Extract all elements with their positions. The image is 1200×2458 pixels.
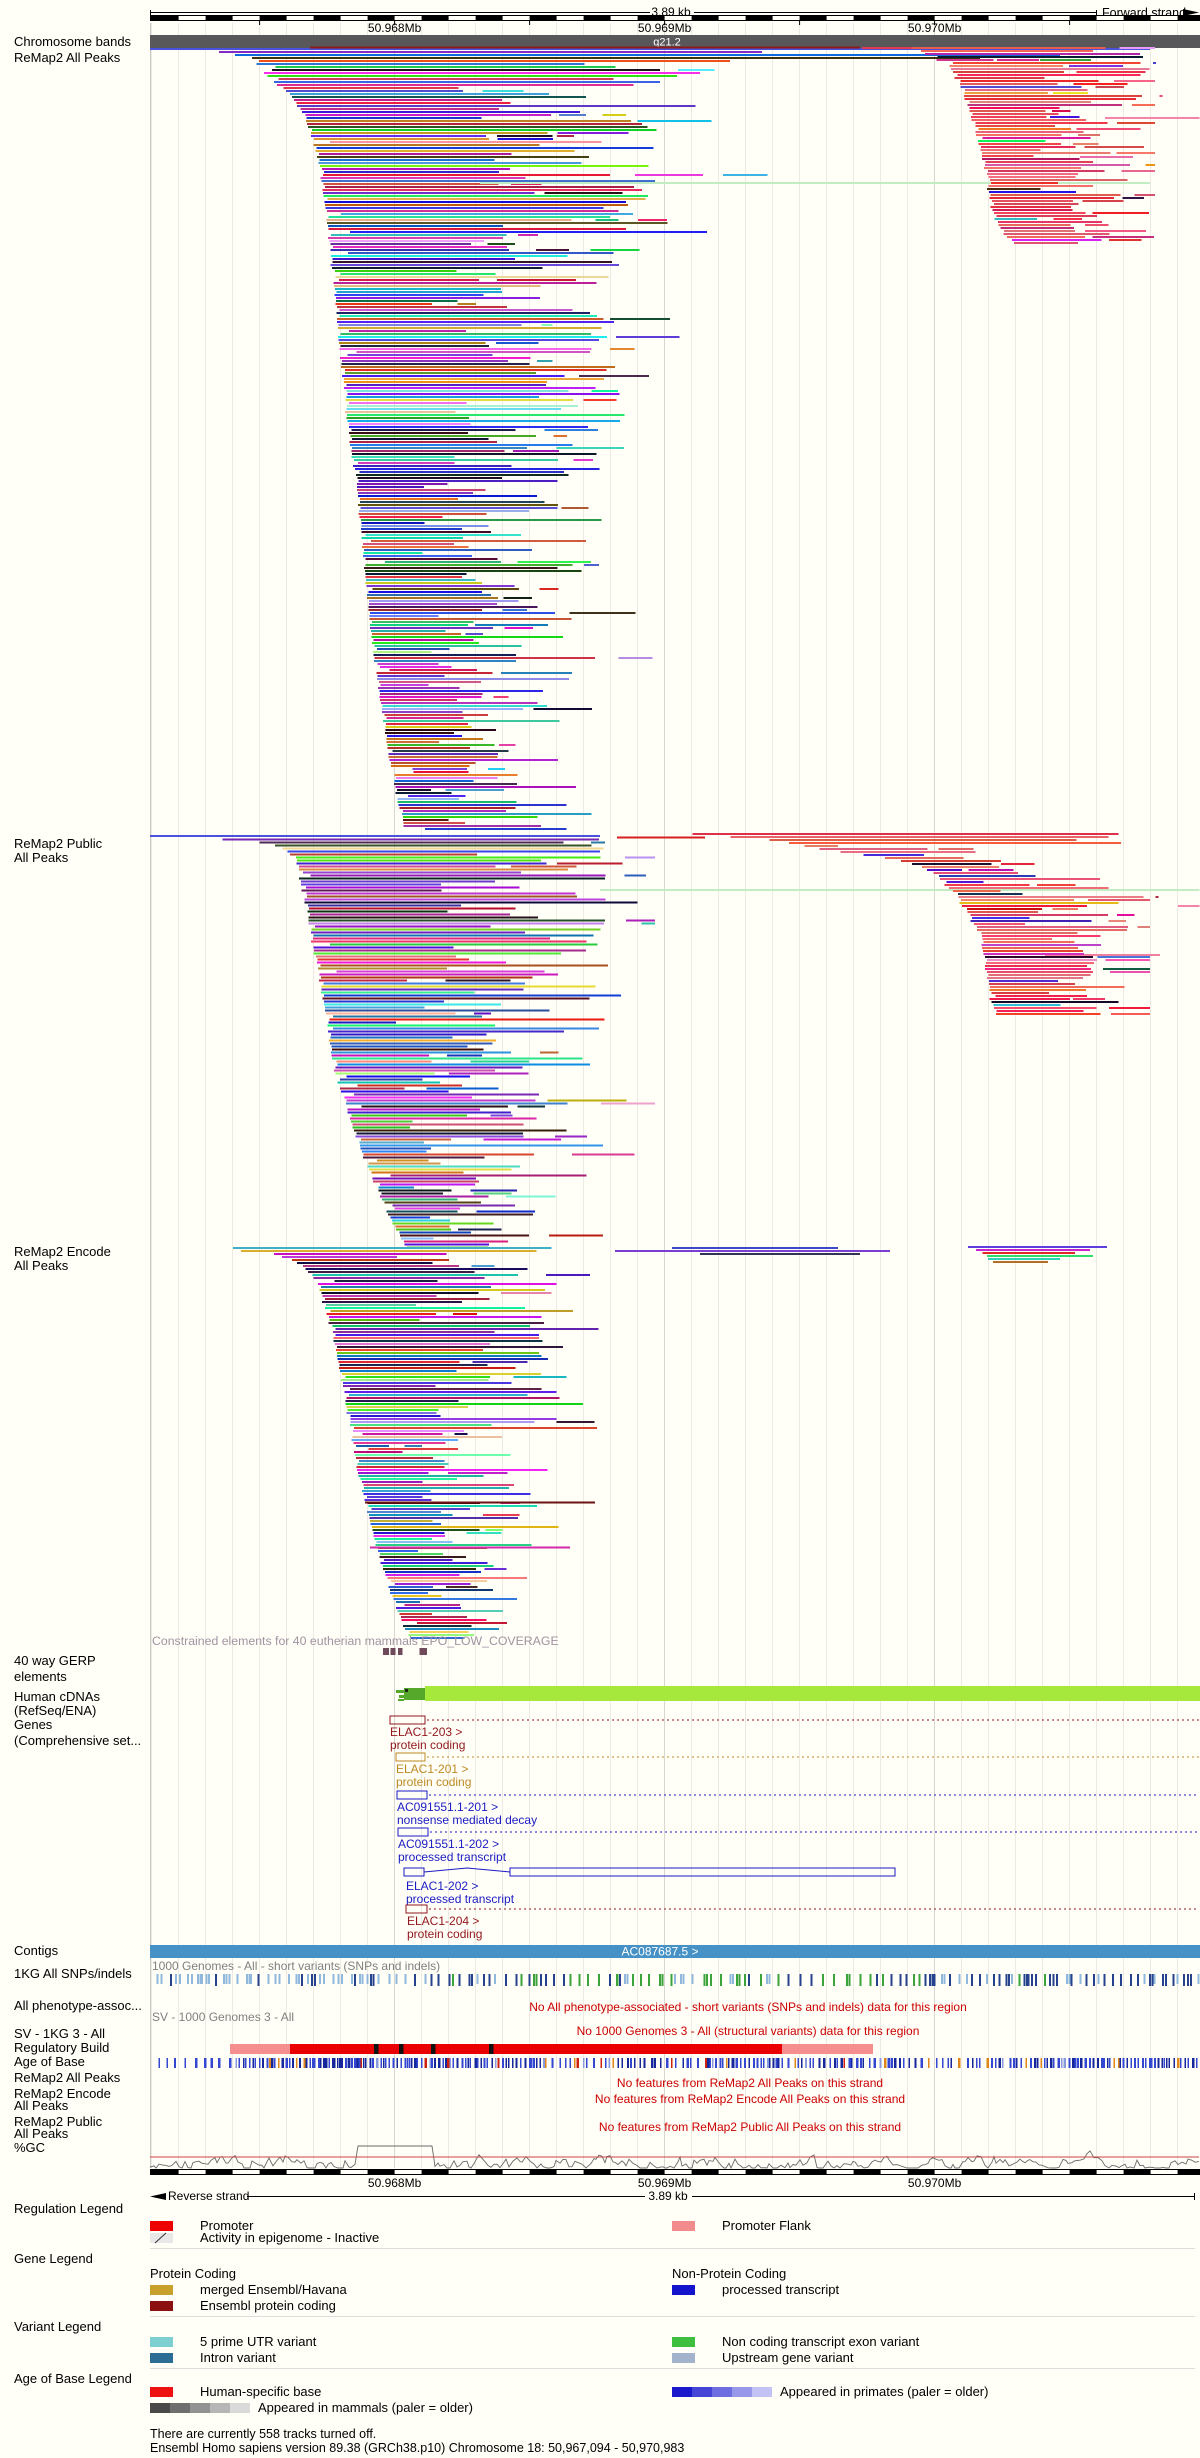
svg-text:50.970Mb: 50.970Mb	[908, 21, 962, 35]
svg-text:ReMap2 Encode: ReMap2 Encode	[14, 1244, 111, 1259]
svg-text:50.970Mb: 50.970Mb	[908, 2176, 962, 2190]
svg-text:Genes: Genes	[14, 1717, 53, 1732]
svg-text:Variant Legend: Variant Legend	[14, 2319, 101, 2334]
svg-text:%GC: %GC	[14, 2140, 45, 2155]
svg-text:No features from ReMap2 Encode: No features from ReMap2 Encode All Peaks…	[595, 2092, 905, 2106]
svg-text:50.968Mb: 50.968Mb	[368, 21, 422, 35]
svg-text:Contigs: Contigs	[14, 1943, 59, 1958]
svg-text:processed transcript: processed transcript	[406, 1892, 515, 1906]
svg-text:protein coding: protein coding	[407, 1927, 482, 1941]
svg-text:All phenotype-assoc...: All phenotype-assoc...	[14, 1998, 142, 2013]
svg-text:No All phenotype-associated -: No All phenotype-associated - short vari…	[529, 2000, 967, 2014]
svg-text:Age of Base: Age of Base	[14, 2054, 85, 2069]
svg-text:AC091551.1-202 >: AC091551.1-202 >	[398, 1837, 499, 1851]
svg-text:AC091551.1-201 >: AC091551.1-201 >	[397, 1800, 498, 1814]
svg-text:Promoter Flank: Promoter Flank	[722, 2218, 811, 2233]
svg-text:Human-specific base: Human-specific base	[200, 2384, 321, 2399]
svg-text:SV - 1KG 3 - All: SV - 1KG 3 - All	[14, 2026, 105, 2041]
svg-text:ReMap2 All Peaks: ReMap2 All Peaks	[14, 50, 121, 65]
svg-text:ReMap2 Public: ReMap2 Public	[14, 2114, 103, 2129]
svg-text:1KG All SNPs/indels: 1KG All SNPs/indels	[14, 1966, 132, 1981]
svg-text:Appeared in mammals (paler = o: Appeared in mammals (paler = older)	[258, 2400, 473, 2415]
svg-text:ELAC1-203 >: ELAC1-203 >	[390, 1725, 462, 1739]
svg-text:Protein Coding: Protein Coding	[150, 2266, 236, 2281]
svg-text:ReMap2 Encode: ReMap2 Encode	[14, 2086, 111, 2101]
svg-text:processed transcript: processed transcript	[722, 2282, 839, 2297]
svg-text:Intron variant: Intron variant	[200, 2350, 276, 2365]
svg-text:3.89 kb: 3.89 kb	[648, 2189, 688, 2203]
svg-text:ELAC1-202 >: ELAC1-202 >	[406, 1879, 478, 1893]
svg-text:Age of Base Legend: Age of Base Legend	[14, 2371, 132, 2386]
svg-text:Activity in epigenome - Inacti: Activity in epigenome - Inactive	[200, 2230, 379, 2245]
svg-text:All Peaks: All Peaks	[14, 1258, 69, 1273]
svg-text:(RefSeq/ENA): (RefSeq/ENA)	[14, 1703, 96, 1718]
svg-text:Upstream gene variant: Upstream gene variant	[722, 2350, 854, 2365]
svg-text:ELAC1-204 >: ELAC1-204 >	[407, 1914, 479, 1928]
svg-text:ReMap2 Public: ReMap2 Public	[14, 836, 103, 851]
svg-text:protein coding: protein coding	[396, 1775, 471, 1789]
svg-text:50.969Mb: 50.969Mb	[638, 21, 692, 35]
svg-text:Regulation Legend: Regulation Legend	[14, 2201, 123, 2216]
svg-text:All Peaks: All Peaks	[14, 2126, 69, 2141]
svg-text:Gene Legend: Gene Legend	[14, 2251, 93, 2266]
svg-text:ReMap2 All Peaks: ReMap2 All Peaks	[14, 2070, 121, 2085]
svg-text:Reverse strand: Reverse strand	[168, 2189, 249, 2203]
svg-text:No features from ReMap2 All Pe: No features from ReMap2 All Peaks on thi…	[617, 2076, 883, 2090]
svg-text:Ensembl protein coding: Ensembl protein coding	[200, 2298, 336, 2313]
svg-text:50.969Mb: 50.969Mb	[638, 2176, 692, 2190]
svg-text:No features from ReMap2 Public: No features from ReMap2 Public All Peaks…	[599, 2120, 901, 2134]
svg-text:Non-Protein Coding: Non-Protein Coding	[672, 2266, 786, 2281]
svg-text:Constrained elements for 40 eu: Constrained elements for 40 eutherian ma…	[152, 1634, 559, 1648]
svg-text:q21.2: q21.2	[653, 37, 681, 49]
svg-text:There are currently 558 tracks: There are currently 558 tracks turned of…	[150, 2427, 376, 2441]
svg-text:protein coding: protein coding	[390, 1738, 465, 1752]
svg-text:Chromosome bands: Chromosome bands	[14, 34, 132, 49]
svg-text:All Peaks: All Peaks	[14, 2098, 69, 2113]
svg-text:merged Ensembl/Havana: merged Ensembl/Havana	[200, 2282, 347, 2297]
svg-text:SV - 1000 Genomes 3 - All: SV - 1000 Genomes 3 - All	[152, 2010, 294, 2024]
svg-text:Human cDNAs: Human cDNAs	[14, 1689, 100, 1704]
svg-text:Appeared in primates (paler =: Appeared in primates (paler = older)	[780, 2384, 988, 2399]
svg-text:nonsense mediated decay: nonsense mediated decay	[397, 1813, 537, 1827]
svg-text:40 way GERP: 40 way GERP	[14, 1653, 96, 1668]
svg-text:1000 Genomes - All - short var: 1000 Genomes - All - short variants (SNP…	[152, 1959, 440, 1973]
svg-text:Non coding transcript exon var: Non coding transcript exon variant	[722, 2334, 920, 2349]
svg-text:elements: elements	[14, 1669, 67, 1684]
svg-text:ELAC1-201 >: ELAC1-201 >	[396, 1762, 468, 1776]
svg-text:5 prime UTR variant: 5 prime UTR variant	[200, 2334, 317, 2349]
svg-text:Ensembl Homo sapiens version 8: Ensembl Homo sapiens version 89.38 (GRCh…	[150, 2441, 684, 2455]
svg-text:processed transcript: processed transcript	[398, 1850, 507, 1864]
svg-text:No 1000 Genomes 3 - All (struc: No 1000 Genomes 3 - All (structural vari…	[577, 2024, 920, 2038]
svg-text:All Peaks: All Peaks	[14, 850, 69, 865]
svg-text:Promoter: Promoter	[200, 2218, 254, 2233]
svg-text:50.968Mb: 50.968Mb	[368, 2176, 422, 2190]
svg-text:(Comprehensive set...: (Comprehensive set...	[14, 1733, 141, 1748]
svg-text:Regulatory Build: Regulatory Build	[14, 2040, 109, 2055]
svg-text:AC087687.5 >: AC087687.5 >	[621, 1945, 698, 1959]
